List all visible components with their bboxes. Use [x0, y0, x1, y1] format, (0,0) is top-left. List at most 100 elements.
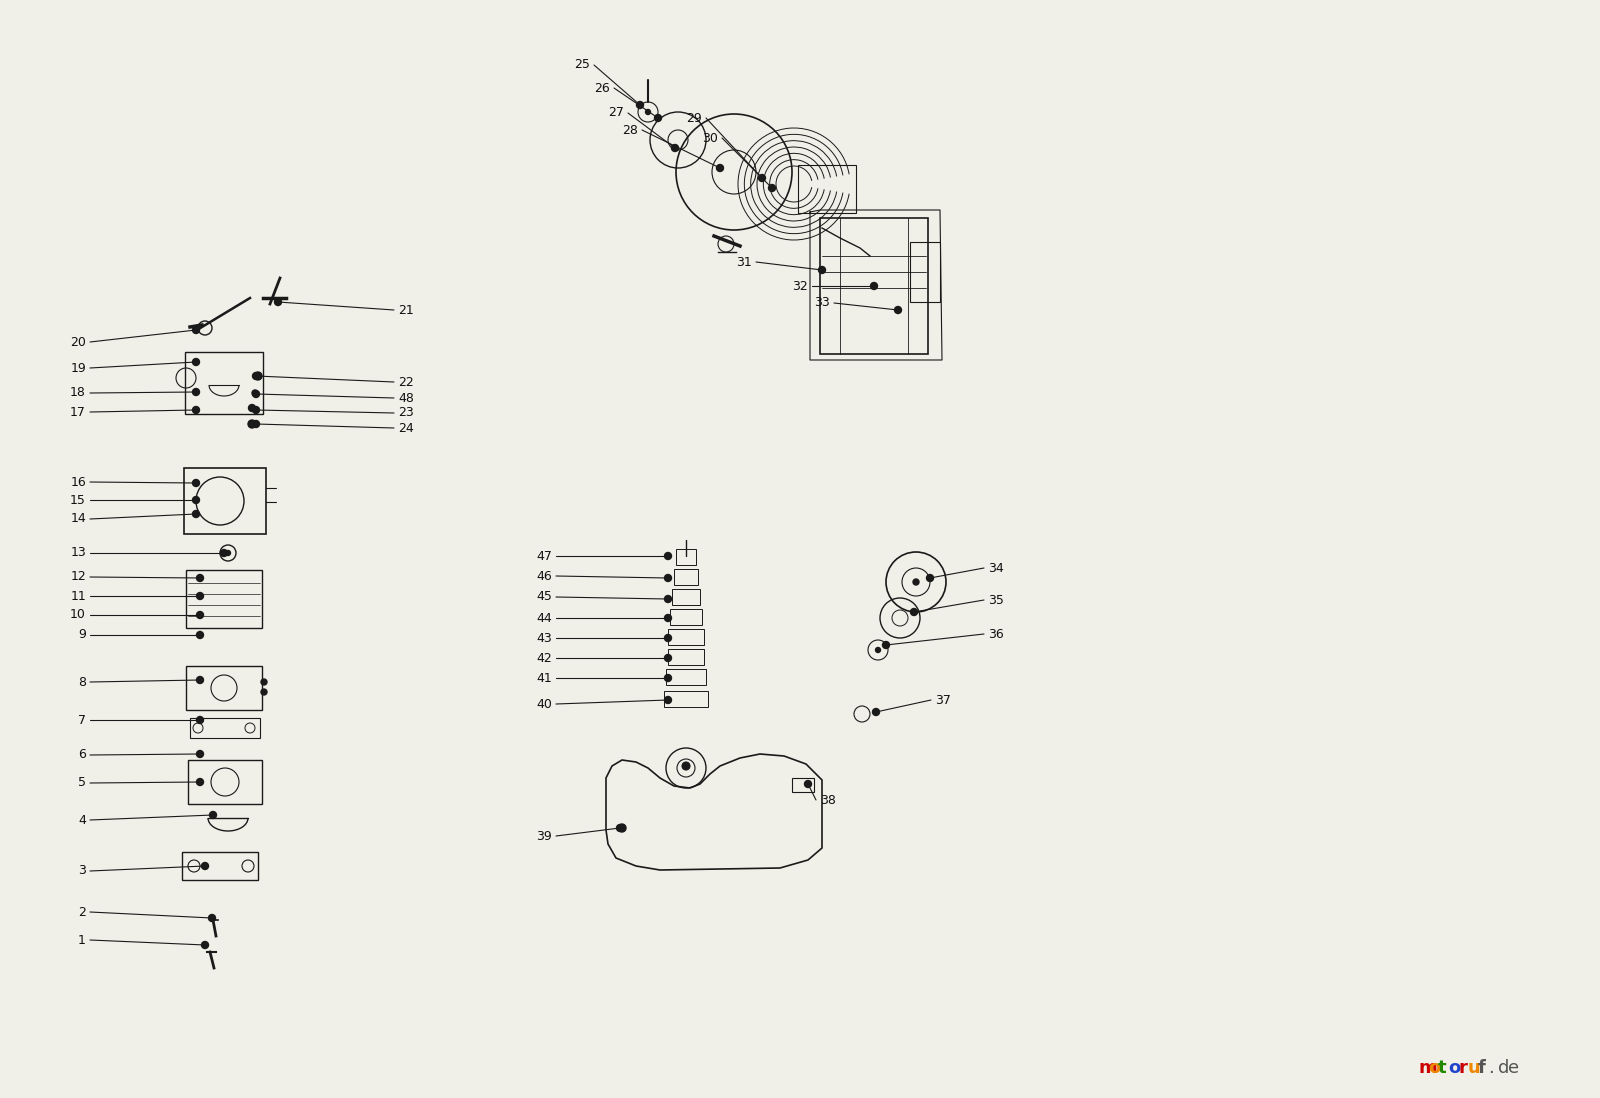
Text: 2: 2: [78, 906, 86, 919]
Text: 8: 8: [78, 675, 86, 688]
Text: 43: 43: [536, 631, 552, 645]
Text: 7: 7: [78, 714, 86, 727]
Bar: [184, 468, 266, 534]
Text: f: f: [1478, 1058, 1486, 1077]
Circle shape: [664, 574, 672, 582]
Text: 34: 34: [989, 561, 1003, 574]
Circle shape: [664, 635, 672, 641]
Text: t: t: [1438, 1058, 1446, 1077]
Bar: [674, 569, 698, 585]
Bar: [664, 691, 707, 707]
Circle shape: [253, 390, 258, 396]
Circle shape: [202, 941, 208, 949]
Circle shape: [664, 654, 672, 661]
Text: 45: 45: [536, 591, 552, 604]
Bar: [670, 609, 702, 625]
Text: 11: 11: [70, 590, 86, 603]
Circle shape: [197, 631, 203, 639]
Circle shape: [637, 101, 643, 109]
Text: 41: 41: [536, 672, 552, 684]
Text: 28: 28: [622, 123, 638, 136]
Text: 47: 47: [536, 549, 552, 562]
Bar: [189, 760, 262, 804]
Text: 36: 36: [989, 627, 1003, 640]
Text: 1: 1: [78, 933, 86, 946]
Text: 40: 40: [536, 697, 552, 710]
Text: 46: 46: [536, 570, 552, 583]
Circle shape: [275, 299, 282, 305]
Text: 35: 35: [989, 594, 1003, 606]
Circle shape: [197, 751, 203, 758]
Circle shape: [872, 708, 880, 716]
Circle shape: [875, 648, 880, 652]
Circle shape: [253, 406, 259, 414]
Circle shape: [870, 282, 877, 290]
Circle shape: [192, 359, 200, 366]
Circle shape: [253, 421, 259, 427]
Text: 10: 10: [70, 608, 86, 621]
Text: m: m: [1418, 1058, 1437, 1077]
Circle shape: [664, 595, 672, 603]
Text: 5: 5: [78, 776, 86, 789]
Circle shape: [197, 574, 203, 582]
Bar: [666, 669, 706, 685]
Text: 17: 17: [70, 405, 86, 418]
Circle shape: [192, 480, 200, 486]
Circle shape: [192, 326, 200, 334]
Circle shape: [645, 110, 651, 114]
Text: 12: 12: [70, 571, 86, 583]
Circle shape: [197, 612, 203, 618]
Bar: [675, 549, 696, 565]
Text: 6: 6: [78, 749, 86, 762]
Circle shape: [202, 863, 208, 870]
Text: 4: 4: [78, 814, 86, 827]
Text: .: .: [1488, 1058, 1494, 1077]
Circle shape: [253, 372, 259, 380]
Circle shape: [197, 717, 203, 724]
Text: o: o: [1448, 1058, 1461, 1077]
Circle shape: [192, 496, 200, 504]
Bar: [182, 852, 258, 879]
Circle shape: [254, 372, 262, 380]
Circle shape: [654, 114, 661, 122]
Circle shape: [248, 421, 256, 428]
Bar: [798, 165, 856, 213]
Circle shape: [616, 825, 624, 831]
Text: 32: 32: [792, 280, 808, 292]
Circle shape: [197, 593, 203, 600]
Text: 26: 26: [594, 81, 610, 94]
Text: 48: 48: [398, 392, 414, 404]
Circle shape: [192, 511, 200, 517]
Circle shape: [664, 552, 672, 560]
Text: 3: 3: [78, 864, 86, 877]
Text: o: o: [1429, 1058, 1440, 1077]
Text: 25: 25: [574, 58, 590, 71]
Circle shape: [664, 615, 672, 621]
Text: 33: 33: [814, 296, 830, 310]
Bar: [672, 589, 701, 605]
Bar: [669, 649, 704, 665]
Circle shape: [926, 574, 933, 582]
Circle shape: [910, 608, 917, 616]
Text: 18: 18: [70, 386, 86, 400]
Circle shape: [248, 404, 256, 412]
Circle shape: [768, 184, 776, 191]
Circle shape: [758, 175, 765, 181]
Text: 44: 44: [536, 612, 552, 625]
Text: e: e: [1507, 1058, 1518, 1077]
Circle shape: [717, 165, 723, 171]
Circle shape: [682, 762, 690, 770]
Text: 21: 21: [398, 303, 414, 316]
Text: 16: 16: [70, 475, 86, 489]
Bar: [190, 718, 259, 738]
Text: 14: 14: [70, 513, 86, 526]
Bar: [186, 666, 262, 710]
Text: 29: 29: [686, 112, 702, 124]
Circle shape: [192, 389, 200, 395]
Circle shape: [221, 549, 227, 557]
Circle shape: [664, 696, 672, 704]
Text: 20: 20: [70, 336, 86, 348]
Text: 27: 27: [608, 107, 624, 120]
Circle shape: [210, 811, 216, 818]
Text: d: d: [1498, 1058, 1509, 1077]
